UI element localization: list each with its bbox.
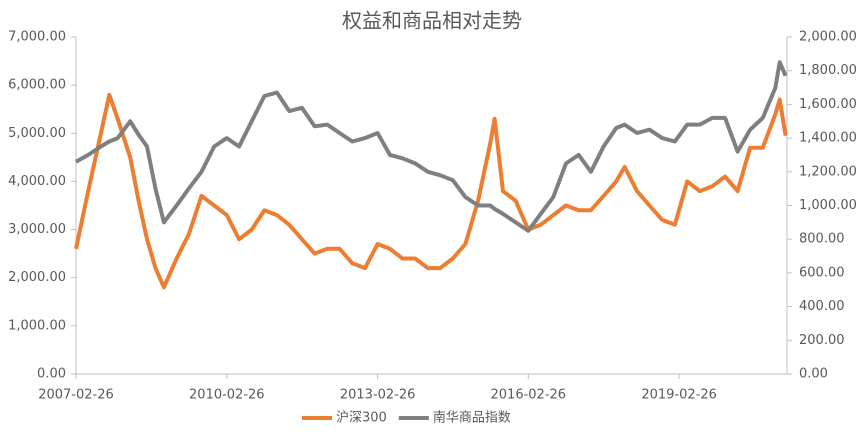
y-tick-label: 0.00 [37, 367, 66, 382]
y-tick-label: 5,000.00 [8, 126, 66, 141]
series-line [74, 92, 788, 290]
y-tick-label: 2,000.00 [8, 270, 66, 285]
y2-tick-label: 1,000.00 [799, 198, 857, 213]
x-tick-label: 2019-02-26 [641, 388, 717, 403]
chart-title: 权益和商品相对走势 [342, 9, 522, 33]
y2-tick-label: 600.00 [799, 265, 845, 280]
x-tick-label: 2010-02-26 [189, 388, 265, 403]
y2-tick-label: 1,800.00 [799, 63, 857, 78]
y2-tick-label: 1,200.00 [799, 164, 857, 179]
y2-tick-label: 200.00 [799, 333, 845, 348]
y2-tick-label: 800.00 [799, 232, 845, 247]
y2-tick-label: 1,600.00 [799, 97, 857, 112]
y2-tick-label: 1,400.00 [799, 131, 857, 146]
legend-label: 沪深300 [336, 410, 387, 426]
y2-tick-label: 400.00 [799, 299, 845, 314]
x-tick-label: 2016-02-26 [491, 388, 567, 403]
y-tick-label: 6,000.00 [8, 78, 66, 93]
series-line [75, 60, 788, 233]
x-tick-label: 2013-02-26 [340, 388, 416, 403]
legend-label: 南华商品指数 [433, 410, 511, 426]
y-tick-label: 3,000.00 [8, 222, 66, 237]
y-tick-label: 1,000.00 [8, 318, 66, 333]
y2-tick-label: 2,000.00 [799, 30, 857, 45]
x-tick-label: 2007-02-26 [38, 388, 114, 403]
y2-tick-label: 0.00 [799, 367, 828, 382]
y-tick-label: 7,000.00 [8, 30, 66, 45]
y-tick-label: 4,000.00 [8, 174, 66, 189]
